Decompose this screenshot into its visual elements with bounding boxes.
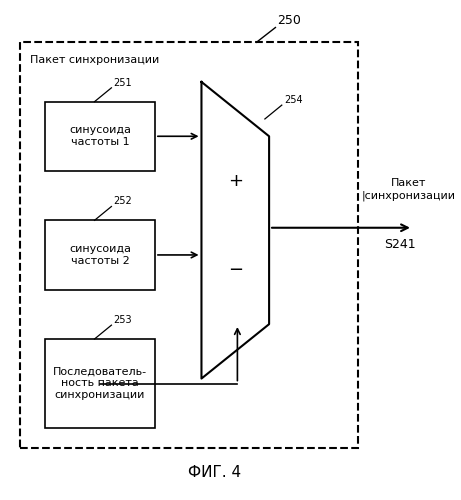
Text: +: + (228, 172, 243, 190)
Bar (45, 220, 155, 290)
Text: синусоида
частоты 2: синусоида частоты 2 (69, 244, 131, 266)
Text: синусоида
частоты 1: синусоида частоты 1 (69, 126, 131, 147)
Text: Пакет синхронизации: Пакет синхронизации (30, 54, 160, 64)
Text: 253: 253 (113, 315, 132, 325)
Text: Пакет
|синхронизации: Пакет |синхронизации (361, 178, 455, 201)
Text: Последователь-
ность пакета
синхронизации: Последователь- ность пакета синхронизаци… (53, 367, 147, 400)
Text: 252: 252 (113, 196, 132, 206)
Text: 254: 254 (284, 95, 302, 105)
Text: −: − (228, 261, 243, 279)
Text: 251: 251 (113, 78, 132, 88)
Text: ФИГ. 4: ФИГ. 4 (188, 465, 241, 480)
Text: 250: 250 (278, 14, 301, 28)
Bar (45, 339, 155, 428)
Bar (45, 102, 155, 171)
Bar (20, 42, 358, 448)
Text: S241: S241 (384, 238, 416, 250)
